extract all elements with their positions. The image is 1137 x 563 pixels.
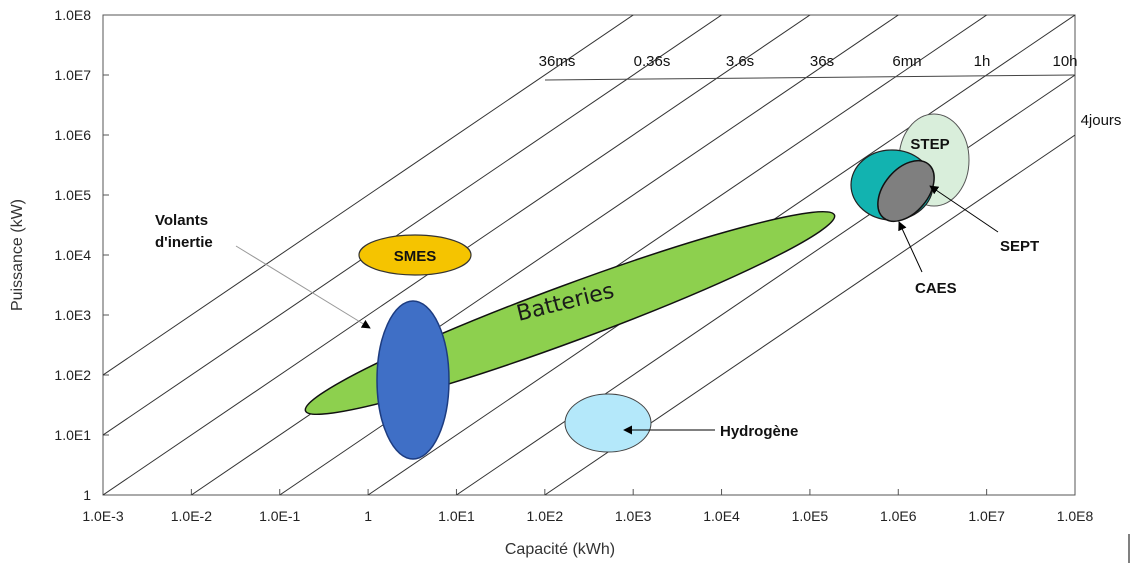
label-caes: CAES — [915, 280, 957, 297]
duration-line — [103, 15, 811, 495]
y-tick-label: 1.0E7 — [54, 67, 91, 83]
sept-leader-line — [929, 185, 999, 233]
x-tick-label: 1.0E1 — [438, 508, 475, 524]
y-tick-label: 1.0E1 — [54, 427, 91, 443]
duration-label: 1h — [974, 53, 991, 70]
x-tick-label: 1.0E4 — [703, 508, 740, 524]
duration-labels: 36ms 0.36s 3.6s 36s 6mn 1h 10h 4jours — [539, 53, 1122, 129]
label-smes: SMES — [394, 248, 437, 265]
y-axis-title: Puissance (kW) — [9, 199, 26, 311]
x-tick-label: 1.0E-2 — [171, 508, 212, 524]
x-tick-label: 1 — [364, 508, 372, 524]
duration-label: 6mn — [892, 53, 921, 70]
region-volants-inertie — [376, 300, 450, 460]
x-tick-label: 1.0E-1 — [259, 508, 300, 524]
regions — [304, 113, 970, 460]
y-tick-label: 1.0E2 — [54, 367, 91, 383]
volants-label-line: d'inertie — [155, 234, 213, 251]
x-tick-label: 1.0E6 — [880, 508, 917, 524]
x-tick-label: 1.0E5 — [792, 508, 829, 524]
region-hydrogene — [564, 393, 652, 453]
label-step: STEP — [910, 136, 949, 153]
caes-leader-line — [898, 221, 923, 273]
duration-label: 4jours — [1081, 112, 1122, 129]
x-tick-label: 1.0E-3 — [82, 508, 123, 524]
y-tick-label: 1.0E3 — [54, 307, 91, 323]
x-tick-label: 1.0E8 — [1057, 508, 1094, 524]
annotation-arrows — [235, 185, 999, 435]
duration-label-guide-line — [544, 74, 1076, 81]
volants-leader-line — [235, 245, 371, 329]
label-sept: SEPT — [1000, 238, 1039, 255]
x-tick-label: 1.0E2 — [527, 508, 564, 524]
duration-label: 36s — [810, 53, 834, 70]
x-axis: 1.0E-3 1.0E-2 1.0E-1 1 1.0E1 1.0E2 1.0E3 1.0E4 1… — [82, 489, 1094, 524]
duration-line — [103, 15, 635, 376]
duration-label: 10h — [1052, 53, 1077, 70]
y-axis: 1 1.0E1 1.0E2 1.0E3 1.0E4 1.0E5 1.0E6 1.0E7 1.0E… — [54, 7, 109, 503]
duration-label: 0.36s — [634, 53, 671, 70]
y-tick-label: 1.0E8 — [54, 7, 91, 23]
label-hydrogene: Hydrogène — [720, 423, 798, 440]
y-tick-label: 1 — [83, 487, 91, 503]
region-sept — [877, 159, 935, 223]
duration-line — [456, 74, 1075, 495]
y-tick-label: 1.0E5 — [54, 187, 91, 203]
duration-label: 36ms — [539, 53, 576, 70]
label-volants-inertie: Volants d'inertie — [155, 212, 213, 251]
y-tick-label: 1.0E4 — [54, 247, 91, 263]
x-tick-label: 1.0E3 — [615, 508, 652, 524]
region-smes — [358, 234, 472, 276]
duration-line — [103, 15, 723, 436]
duration-label: 3.6s — [726, 53, 754, 70]
x-axis-title: Capacité (kWh) — [505, 541, 615, 558]
y-tick-label: 1.0E6 — [54, 127, 91, 143]
x-tick-label: 1.0E7 — [968, 508, 1005, 524]
volants-label-line: Volants — [155, 212, 208, 229]
